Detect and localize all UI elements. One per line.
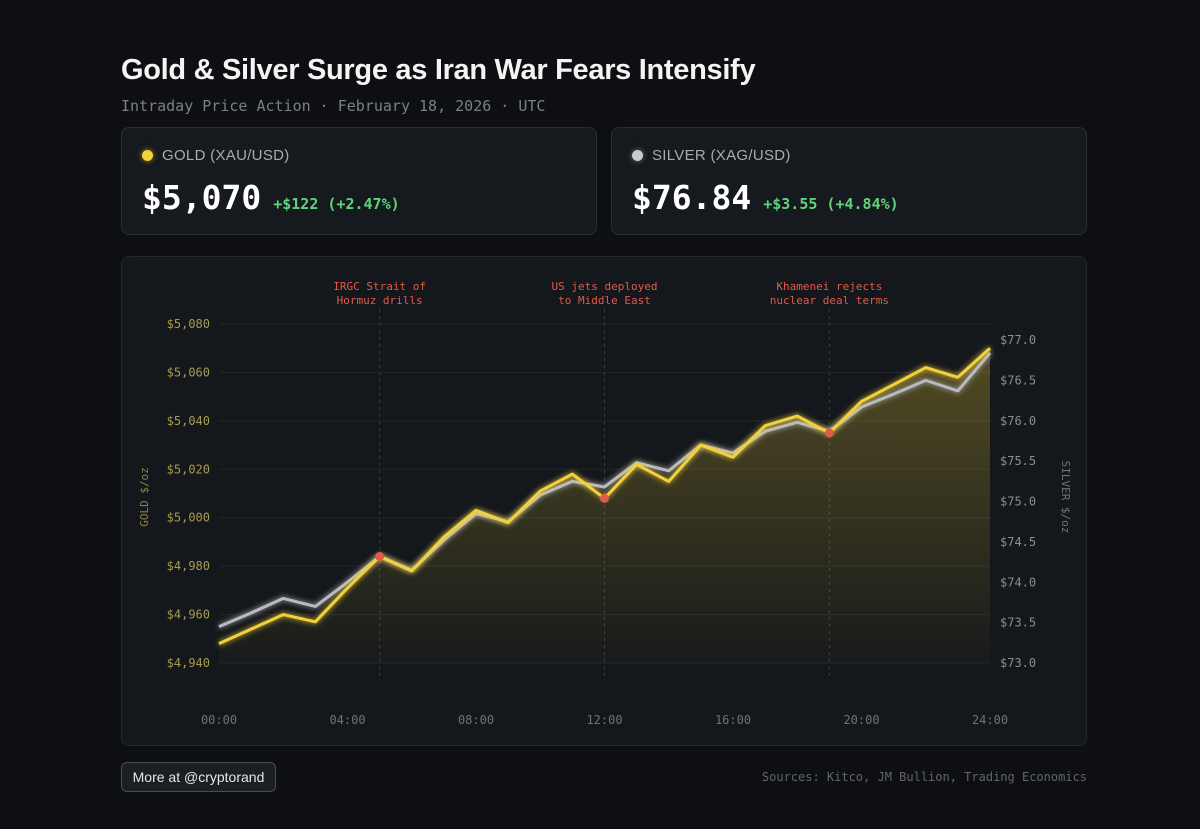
x-tick-label: 00:00 [201, 713, 237, 727]
right-tick-label: $77.0 [1000, 333, 1036, 347]
event-dot [600, 493, 609, 503]
right-tick-label: $75.0 [1000, 495, 1036, 509]
silver-series-line [218, 351, 992, 629]
gold-price-card: GOLD (XAU/USD) $5,070 +$122 (+2.47%) [121, 127, 597, 235]
left-tick-label: $4,940 [167, 656, 210, 670]
x-tick-label: 20:00 [843, 713, 879, 727]
left-axis-title: GOLD $/oz [138, 467, 151, 527]
gold-dot-icon [142, 150, 153, 161]
silver-value-row: $76.84 +$3.55 (+4.84%) [632, 178, 899, 217]
gold-value-row: $5,070 +$122 (+2.47%) [142, 178, 400, 217]
silver-price: $76.84 [632, 178, 752, 217]
event-annotation-line: Khamenei rejects [776, 280, 882, 293]
silver-label: SILVER (XAG/USD) [652, 147, 791, 164]
chart-panel: $5,080 $5,060 $5,040 $5,020 $5,000 $4,980 $4,9… [121, 256, 1087, 746]
event-annotation-line: Hormuz drills [337, 294, 423, 307]
event-dot [824, 428, 834, 438]
page-subtitle: Intraday Price Action · February 18, 202… [121, 97, 546, 115]
page-title: Gold & Silver Surge as Iran War Fears In… [121, 54, 756, 86]
gold-area [219, 348, 990, 663]
gold-label-row: GOLD (XAU/USD) [142, 147, 290, 164]
right-tick-label: $76.0 [1000, 414, 1036, 428]
x-tick-label: 04:00 [329, 713, 365, 727]
left-tick-label: $5,040 [167, 414, 210, 428]
x-axis-ticks: 00:00 04:00 08:00 12:00 16:00 20:00 24:00 [201, 713, 1008, 727]
x-tick-label: 08:00 [458, 713, 494, 727]
right-tick-label: $73.0 [1000, 656, 1036, 670]
right-tick-label: $75.5 [1000, 454, 1036, 468]
more-at-button[interactable]: More at @cryptorand [121, 762, 276, 792]
gold-label: GOLD (XAU/USD) [162, 147, 290, 164]
right-axis-title: SILVER $/oz [1059, 461, 1072, 534]
silver-change: +$3.55 (+4.84%) [763, 195, 899, 213]
event-annotation-line: nuclear deal terms [770, 294, 889, 307]
gold-change: +$122 (+2.47%) [273, 195, 400, 213]
right-axis-ticks: $77.0 $76.5 $76.0 $75.5 $75.0 $74.5 $74.0 $73.5… [1000, 333, 1036, 670]
left-axis-ticks: $5,080 $5,060 $5,040 $5,020 $5,000 $4,980 $4,9… [167, 317, 210, 670]
right-tick-label: $76.5 [1000, 373, 1036, 387]
left-tick-label: $5,060 [167, 365, 210, 379]
gold-price: $5,070 [142, 178, 262, 217]
left-tick-label: $4,960 [167, 608, 210, 622]
silver-price-card: SILVER (XAG/USD) $76.84 +$3.55 (+4.84%) [611, 127, 1087, 235]
event-annotation-line: to Middle East [558, 294, 651, 307]
x-tick-label: 16:00 [715, 713, 751, 727]
event-annotation-line: US jets deployed [552, 280, 658, 293]
left-tick-label: $5,000 [167, 511, 210, 525]
right-tick-label: $73.5 [1000, 616, 1036, 630]
left-tick-label: $4,980 [167, 559, 210, 573]
x-tick-label: 12:00 [586, 713, 622, 727]
sources-text: Sources: Kitco, JM Bullion, Trading Econ… [761, 770, 1087, 784]
left-tick-label: $5,080 [167, 317, 210, 331]
left-tick-label: $5,020 [167, 462, 210, 476]
right-tick-label: $74.0 [1000, 575, 1036, 589]
silver-label-row: SILVER (XAG/USD) [632, 147, 791, 164]
silver-dot-icon [632, 150, 643, 161]
event-dot [375, 551, 385, 561]
x-tick-label: 24:00 [972, 713, 1008, 727]
price-chart: $5,080 $5,060 $5,040 $5,020 $5,000 $4,980 $4,9… [138, 280, 1072, 727]
event-annotation-line: IRGC Strait of [333, 280, 426, 293]
right-tick-label: $74.5 [1000, 535, 1036, 549]
event-markers [375, 428, 834, 561]
